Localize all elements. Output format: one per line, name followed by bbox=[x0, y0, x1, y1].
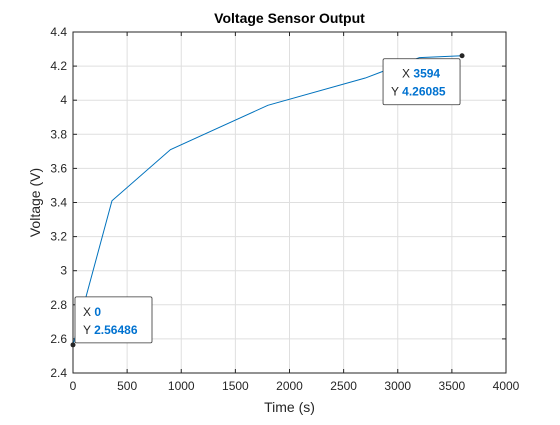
x-axis-label: Time (s) bbox=[264, 399, 315, 415]
x-tick-label: 2500 bbox=[330, 379, 357, 393]
y-tick-label: 4.4 bbox=[50, 25, 67, 39]
datatip-y-value: 2.56486 bbox=[94, 323, 138, 337]
datatip-y-prefix: Y bbox=[391, 85, 402, 99]
y-tick-label: 2.8 bbox=[50, 298, 67, 312]
datatip-marker[interactable] bbox=[70, 342, 76, 348]
x-tick-label: 0 bbox=[70, 379, 77, 393]
y-tick-label: 3.2 bbox=[50, 230, 67, 244]
datatip-y-prefix: Y bbox=[83, 323, 94, 337]
y-tick-label: 2.4 bbox=[50, 366, 67, 380]
datatip-x-prefix: X bbox=[83, 305, 94, 319]
datatip-y-row: Y 2.56486 bbox=[83, 323, 138, 337]
datatip-x-row: X 3594 bbox=[402, 67, 440, 81]
y-tick-label: 2.6 bbox=[50, 332, 67, 346]
datatip-x-value: 3594 bbox=[413, 67, 440, 81]
y-axis-label: Voltage (V) bbox=[27, 168, 43, 237]
y-tick-label: 3 bbox=[60, 264, 67, 278]
datatip-y-row: Y 4.26085 bbox=[391, 85, 446, 99]
x-tick-label: 2000 bbox=[276, 379, 303, 393]
series-line[interactable] bbox=[72, 55, 463, 346]
datatip[interactable]: X 0Y 2.56486 bbox=[70, 296, 153, 348]
chart-title: Voltage Sensor Output bbox=[214, 10, 365, 26]
datatip-box bbox=[74, 296, 153, 344]
y-tick-label: 3.6 bbox=[50, 161, 67, 175]
datatip-y-value: 4.26085 bbox=[402, 85, 446, 99]
x-tick-label: 1500 bbox=[222, 379, 249, 393]
x-tick-label: 1000 bbox=[168, 379, 195, 393]
x-ticks: 0 500 1000 1500 2000 2500 3000 3500 4000 bbox=[70, 32, 520, 393]
datatip-x-value: 0 bbox=[94, 305, 101, 319]
x-tick-label: 3500 bbox=[439, 379, 466, 393]
y-tick-label: 3.8 bbox=[50, 127, 67, 141]
y-tick-label: 4.2 bbox=[50, 59, 67, 73]
y-tick-label: 4 bbox=[60, 93, 67, 107]
datatip-box bbox=[382, 58, 461, 106]
datatip-x-prefix: X bbox=[402, 67, 413, 81]
datatip-marker[interactable] bbox=[459, 53, 465, 59]
y-ticks: 2.4 2.6 2.8 3 3.2 3.4 3.6 3.8 4 4.2 4.4 bbox=[50, 25, 506, 380]
x-tick-label: 3000 bbox=[384, 379, 411, 393]
series-layer bbox=[72, 55, 463, 346]
x-tick-label: 500 bbox=[117, 379, 137, 393]
datatip-x-row: X 0 bbox=[83, 305, 101, 319]
x-tick-label: 4000 bbox=[493, 379, 520, 393]
y-tick-label: 3.4 bbox=[50, 196, 67, 210]
